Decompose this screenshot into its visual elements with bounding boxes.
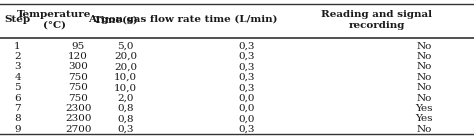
Text: 0,0: 0,0: [238, 104, 255, 113]
Text: 0,3: 0,3: [238, 62, 255, 72]
Text: No: No: [417, 42, 432, 51]
Text: 2300: 2300: [65, 114, 91, 123]
Text: No: No: [417, 73, 432, 82]
Text: 750: 750: [68, 73, 88, 82]
Text: 750: 750: [68, 94, 88, 102]
Text: 0,3: 0,3: [238, 73, 255, 82]
Text: Step: Step: [5, 15, 31, 24]
Text: 3: 3: [14, 62, 21, 72]
Text: 8: 8: [14, 114, 21, 123]
Text: 6: 6: [14, 94, 21, 102]
Text: 750: 750: [68, 83, 88, 92]
Text: Time(s): Time(s): [94, 15, 138, 24]
Text: 0,8: 0,8: [118, 114, 134, 123]
Text: 5: 5: [14, 83, 21, 92]
Text: Reading and signal
recording: Reading and signal recording: [321, 10, 432, 30]
Text: 7: 7: [14, 104, 21, 113]
Text: 2: 2: [14, 52, 21, 61]
Text: No: No: [417, 52, 432, 61]
Text: 300: 300: [68, 62, 88, 72]
Text: Yes: Yes: [416, 104, 433, 113]
Text: No: No: [417, 62, 432, 72]
Text: 0,8: 0,8: [118, 104, 134, 113]
Text: 0,0: 0,0: [238, 94, 255, 102]
Text: 95: 95: [72, 42, 85, 51]
Text: 1: 1: [14, 42, 21, 51]
Text: 10,0: 10,0: [114, 73, 137, 82]
Text: No: No: [417, 83, 432, 92]
Text: 0,3: 0,3: [118, 125, 134, 134]
Text: 0,3: 0,3: [238, 52, 255, 61]
Text: 0,3: 0,3: [238, 125, 255, 134]
Text: 2700: 2700: [65, 125, 91, 134]
Text: 0,0: 0,0: [238, 114, 255, 123]
Text: 9: 9: [14, 125, 21, 134]
Text: 4: 4: [14, 73, 21, 82]
Text: No: No: [417, 94, 432, 102]
Text: 20,0: 20,0: [114, 62, 137, 72]
Text: 0,3: 0,3: [238, 83, 255, 92]
Text: Yes: Yes: [416, 114, 433, 123]
Text: 20,0: 20,0: [114, 52, 137, 61]
Text: 2,0: 2,0: [118, 94, 134, 102]
Text: 2300: 2300: [65, 104, 91, 113]
Text: No: No: [417, 125, 432, 134]
Text: 5,0: 5,0: [118, 42, 134, 51]
Text: 0,3: 0,3: [238, 42, 255, 51]
Text: Argon gas flow rate time (L/min): Argon gas flow rate time (L/min): [88, 15, 277, 24]
Text: 10,0: 10,0: [114, 83, 137, 92]
Text: Temperature
(°C): Temperature (°C): [18, 10, 91, 30]
Text: 120: 120: [68, 52, 88, 61]
